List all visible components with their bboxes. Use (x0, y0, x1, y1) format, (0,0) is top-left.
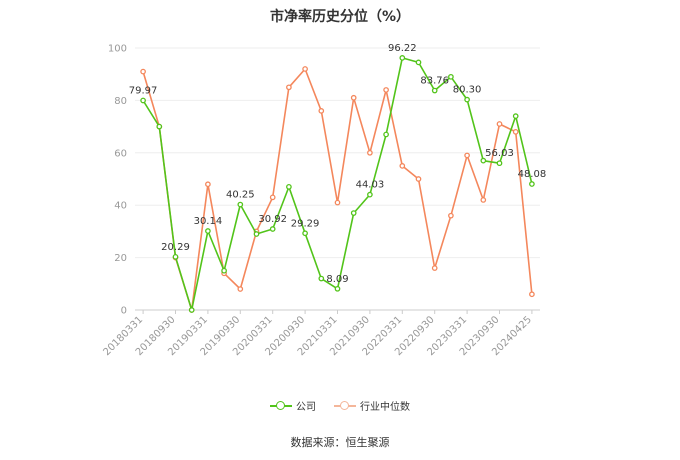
data-point-company (367, 191, 373, 198)
legend-label-company: 公司 (296, 402, 316, 413)
legend-item-industry[interactable]: 行业中位数 (334, 398, 410, 413)
data-point-company (140, 97, 146, 104)
data-point-company (302, 230, 308, 237)
data-source-note: 数据来源：恒生聚源 (290, 436, 390, 449)
data-point-company (172, 253, 179, 260)
data-point-company (253, 231, 260, 237)
data-point-company (350, 210, 357, 216)
legend-item-company[interactable]: 公司 (270, 398, 316, 413)
data-label: 30.14 (194, 216, 223, 227)
data-point-industry (334, 199, 341, 206)
y-tick-label: 100 (108, 44, 127, 55)
data-point-company (334, 285, 341, 292)
data-label: 56.03 (485, 148, 514, 159)
y-tick-label: 0 (121, 306, 127, 317)
data-point-company (512, 113, 519, 119)
data-point-company (480, 157, 487, 164)
data-point-industry (512, 128, 519, 135)
data-label: 29.29 (291, 218, 320, 229)
data-label: 8.09 (326, 274, 348, 285)
data-point-industry (415, 176, 422, 182)
data-point-industry (464, 152, 470, 159)
data-point-company (188, 307, 195, 313)
data-point-industry (367, 149, 373, 156)
data-point-company (286, 184, 292, 190)
y-tick-label: 20 (114, 253, 127, 264)
data-label: 80.30 (453, 85, 482, 96)
data-point-industry (318, 108, 325, 114)
y-tick-label: 40 (114, 201, 127, 212)
data-point-company (156, 123, 163, 130)
data-point-company (269, 226, 276, 232)
data-point-industry (140, 68, 146, 75)
data-point-company (237, 201, 244, 208)
data-point-company (529, 181, 535, 187)
data-point-company (221, 267, 227, 274)
data-point-industry (529, 291, 535, 298)
data-point-company (318, 275, 325, 282)
legend: 公司 行业中位数 (0, 398, 680, 413)
data-point-industry (302, 66, 308, 72)
data-point-company (431, 87, 438, 94)
data-point-company (399, 55, 406, 61)
data-point-industry (205, 181, 211, 188)
data-label: 30.92 (258, 214, 287, 225)
data-point-industry (480, 197, 487, 203)
data-point-industry (399, 163, 406, 169)
data-point-industry (496, 121, 503, 127)
data-label: 79.97 (129, 85, 158, 96)
data-point-industry (286, 84, 292, 91)
data-point-company (383, 131, 389, 138)
y-tick-label: 60 (114, 148, 127, 159)
y-tick-label: 80 (114, 96, 127, 107)
data-point-company (496, 160, 503, 167)
data-point-company (448, 73, 454, 80)
data-label: 96.22 (388, 43, 417, 54)
data-label: 44.03 (356, 180, 385, 191)
legend-marker-company (270, 400, 292, 411)
data-point-industry (350, 94, 357, 101)
data-point-industry (431, 265, 438, 271)
data-point-industry (448, 212, 454, 219)
chart-title: 市净率历史分位（%） (269, 9, 411, 25)
data-point-industry (237, 286, 244, 292)
data-label: 48.08 (518, 169, 547, 180)
data-label: 83.76 (420, 76, 449, 87)
data-point-company (464, 96, 470, 103)
data-point-company (415, 59, 422, 66)
data-label: 40.25 (226, 190, 255, 201)
data-point-industry (383, 87, 389, 93)
series-line-company (142, 57, 533, 311)
legend-label-industry: 行业中位数 (360, 402, 410, 413)
data-point-company (205, 228, 211, 234)
legend-marker-industry (334, 400, 356, 411)
data-label: 20.29 (161, 242, 190, 253)
data-point-industry (269, 194, 276, 201)
